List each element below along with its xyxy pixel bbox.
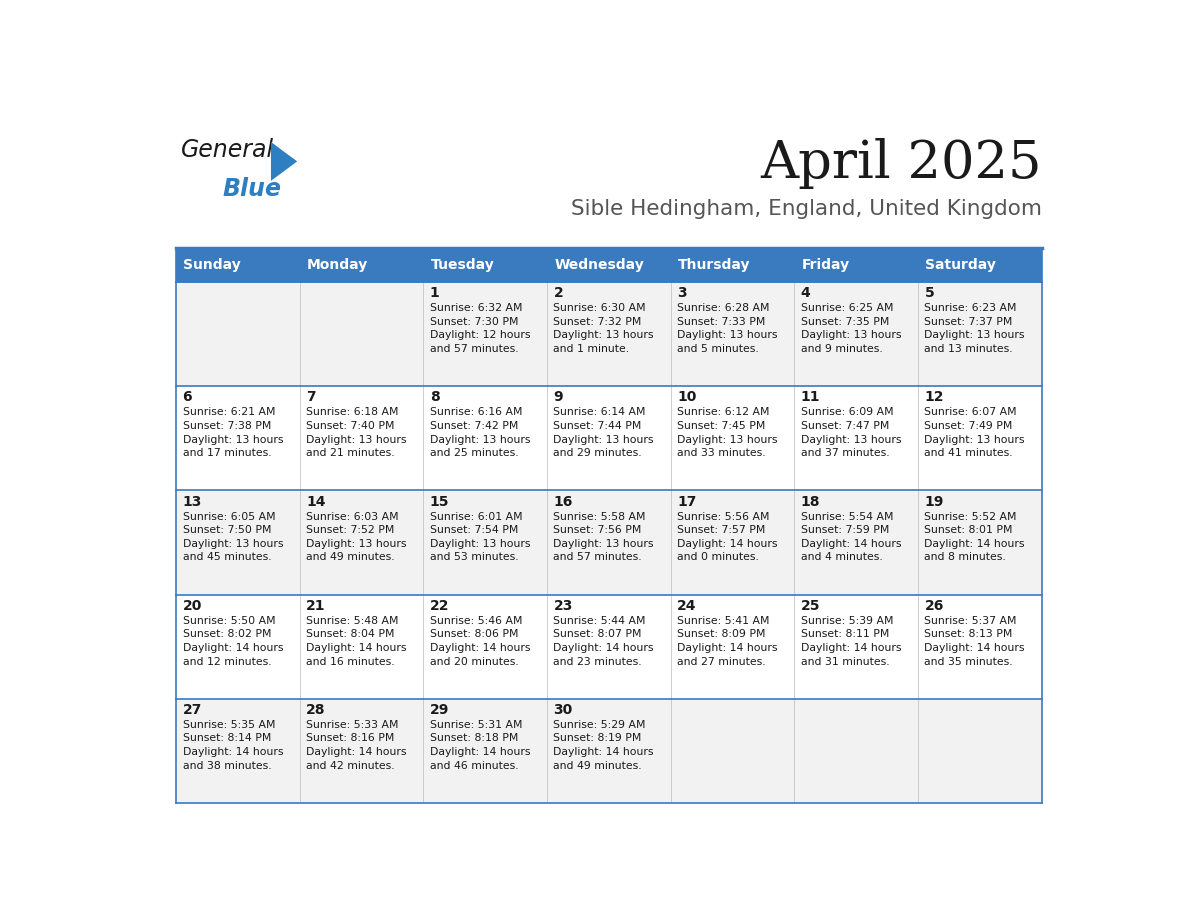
Text: 4: 4	[801, 286, 810, 300]
Text: 6: 6	[183, 390, 192, 404]
Text: 1: 1	[430, 286, 440, 300]
Text: Sunrise: 6:16 AM
Sunset: 7:42 PM
Daylight: 13 hours
and 25 minutes.: Sunrise: 6:16 AM Sunset: 7:42 PM Dayligh…	[430, 408, 530, 458]
Text: 11: 11	[801, 390, 820, 404]
Text: 14: 14	[307, 495, 326, 509]
Text: Sunrise: 5:54 AM
Sunset: 7:59 PM
Daylight: 14 hours
and 4 minutes.: Sunrise: 5:54 AM Sunset: 7:59 PM Dayligh…	[801, 511, 902, 563]
Text: 25: 25	[801, 599, 820, 612]
Text: 30: 30	[554, 703, 573, 717]
Bar	[795, 248, 918, 282]
Text: Sunrise: 6:28 AM
Sunset: 7:33 PM
Daylight: 13 hours
and 5 minutes.: Sunrise: 6:28 AM Sunset: 7:33 PM Dayligh…	[677, 303, 778, 354]
Text: Monday: Monday	[308, 258, 368, 272]
Bar	[546, 248, 671, 282]
Text: 12: 12	[924, 390, 944, 404]
Bar	[176, 282, 1042, 386]
Text: 15: 15	[430, 495, 449, 509]
Bar	[176, 595, 1042, 699]
Text: Thursday: Thursday	[678, 258, 751, 272]
Text: Sunrise: 6:03 AM
Sunset: 7:52 PM
Daylight: 13 hours
and 49 minutes.: Sunrise: 6:03 AM Sunset: 7:52 PM Dayligh…	[307, 511, 406, 563]
Text: Sunrise: 5:46 AM
Sunset: 8:06 PM
Daylight: 14 hours
and 20 minutes.: Sunrise: 5:46 AM Sunset: 8:06 PM Dayligh…	[430, 616, 530, 666]
Text: 3: 3	[677, 286, 687, 300]
Text: 24: 24	[677, 599, 696, 612]
Text: 29: 29	[430, 703, 449, 717]
Text: 18: 18	[801, 495, 820, 509]
Bar	[176, 386, 1042, 490]
Text: 8: 8	[430, 390, 440, 404]
Text: 26: 26	[924, 599, 943, 612]
Text: Sunrise: 6:12 AM
Sunset: 7:45 PM
Daylight: 13 hours
and 33 minutes.: Sunrise: 6:12 AM Sunset: 7:45 PM Dayligh…	[677, 408, 778, 458]
Text: 2: 2	[554, 286, 563, 300]
Text: 19: 19	[924, 495, 943, 509]
Text: Sible Hedingham, England, United Kingdom: Sible Hedingham, England, United Kingdom	[570, 198, 1042, 218]
Text: Sunrise: 6:23 AM
Sunset: 7:37 PM
Daylight: 13 hours
and 13 minutes.: Sunrise: 6:23 AM Sunset: 7:37 PM Dayligh…	[924, 303, 1025, 354]
Text: 5: 5	[924, 286, 934, 300]
Text: Sunrise: 5:35 AM
Sunset: 8:14 PM
Daylight: 14 hours
and 38 minutes.: Sunrise: 5:35 AM Sunset: 8:14 PM Dayligh…	[183, 720, 283, 771]
Bar	[918, 248, 1042, 282]
Text: Sunrise: 5:41 AM
Sunset: 8:09 PM
Daylight: 14 hours
and 27 minutes.: Sunrise: 5:41 AM Sunset: 8:09 PM Dayligh…	[677, 616, 778, 666]
Text: 16: 16	[554, 495, 573, 509]
Text: Sunrise: 6:21 AM
Sunset: 7:38 PM
Daylight: 13 hours
and 17 minutes.: Sunrise: 6:21 AM Sunset: 7:38 PM Dayligh…	[183, 408, 283, 458]
Text: 23: 23	[554, 599, 573, 612]
Text: 7: 7	[307, 390, 316, 404]
Text: Sunrise: 6:01 AM
Sunset: 7:54 PM
Daylight: 13 hours
and 53 minutes.: Sunrise: 6:01 AM Sunset: 7:54 PM Dayligh…	[430, 511, 530, 563]
Text: 22: 22	[430, 599, 449, 612]
Text: Wednesday: Wednesday	[555, 258, 644, 272]
Text: General: General	[181, 139, 274, 162]
Text: Sunrise: 6:09 AM
Sunset: 7:47 PM
Daylight: 13 hours
and 37 minutes.: Sunrise: 6:09 AM Sunset: 7:47 PM Dayligh…	[801, 408, 902, 458]
Text: Sunrise: 6:25 AM
Sunset: 7:35 PM
Daylight: 13 hours
and 9 minutes.: Sunrise: 6:25 AM Sunset: 7:35 PM Dayligh…	[801, 303, 902, 354]
Bar	[176, 248, 299, 282]
Text: Sunrise: 5:33 AM
Sunset: 8:16 PM
Daylight: 14 hours
and 42 minutes.: Sunrise: 5:33 AM Sunset: 8:16 PM Dayligh…	[307, 720, 406, 771]
Text: 21: 21	[307, 599, 326, 612]
Text: Sunrise: 6:07 AM
Sunset: 7:49 PM
Daylight: 13 hours
and 41 minutes.: Sunrise: 6:07 AM Sunset: 7:49 PM Dayligh…	[924, 408, 1025, 458]
Text: 13: 13	[183, 495, 202, 509]
Text: Sunrise: 5:31 AM
Sunset: 8:18 PM
Daylight: 14 hours
and 46 minutes.: Sunrise: 5:31 AM Sunset: 8:18 PM Dayligh…	[430, 720, 530, 771]
Text: Sunday: Sunday	[183, 258, 241, 272]
Text: Sunrise: 6:30 AM
Sunset: 7:32 PM
Daylight: 13 hours
and 1 minute.: Sunrise: 6:30 AM Sunset: 7:32 PM Dayligh…	[554, 303, 653, 354]
Text: Friday: Friday	[802, 258, 849, 272]
Text: 27: 27	[183, 703, 202, 717]
Text: 9: 9	[554, 390, 563, 404]
Text: Sunrise: 5:58 AM
Sunset: 7:56 PM
Daylight: 13 hours
and 57 minutes.: Sunrise: 5:58 AM Sunset: 7:56 PM Dayligh…	[554, 511, 653, 563]
Text: Tuesday: Tuesday	[431, 258, 494, 272]
Text: Sunrise: 5:50 AM
Sunset: 8:02 PM
Daylight: 14 hours
and 12 minutes.: Sunrise: 5:50 AM Sunset: 8:02 PM Dayligh…	[183, 616, 283, 666]
Text: Sunrise: 5:39 AM
Sunset: 8:11 PM
Daylight: 14 hours
and 31 minutes.: Sunrise: 5:39 AM Sunset: 8:11 PM Dayligh…	[801, 616, 902, 666]
Text: Sunrise: 6:18 AM
Sunset: 7:40 PM
Daylight: 13 hours
and 21 minutes.: Sunrise: 6:18 AM Sunset: 7:40 PM Dayligh…	[307, 408, 406, 458]
Bar	[423, 248, 546, 282]
Bar	[671, 248, 795, 282]
Text: 20: 20	[183, 599, 202, 612]
Text: Sunrise: 5:37 AM
Sunset: 8:13 PM
Daylight: 14 hours
and 35 minutes.: Sunrise: 5:37 AM Sunset: 8:13 PM Dayligh…	[924, 616, 1025, 666]
Text: April 2025: April 2025	[760, 139, 1042, 189]
Text: Sunrise: 6:32 AM
Sunset: 7:30 PM
Daylight: 12 hours
and 57 minutes.: Sunrise: 6:32 AM Sunset: 7:30 PM Dayligh…	[430, 303, 530, 354]
Text: Saturday: Saturday	[925, 258, 997, 272]
Bar	[176, 699, 1042, 803]
Text: 10: 10	[677, 390, 696, 404]
Text: Sunrise: 5:29 AM
Sunset: 8:19 PM
Daylight: 14 hours
and 49 minutes.: Sunrise: 5:29 AM Sunset: 8:19 PM Dayligh…	[554, 720, 653, 771]
Text: 28: 28	[307, 703, 326, 717]
Text: Sunrise: 5:52 AM
Sunset: 8:01 PM
Daylight: 14 hours
and 8 minutes.: Sunrise: 5:52 AM Sunset: 8:01 PM Dayligh…	[924, 511, 1025, 563]
Text: Sunrise: 5:44 AM
Sunset: 8:07 PM
Daylight: 14 hours
and 23 minutes.: Sunrise: 5:44 AM Sunset: 8:07 PM Dayligh…	[554, 616, 653, 666]
Text: Blue: Blue	[222, 177, 282, 201]
Text: 17: 17	[677, 495, 696, 509]
Text: Sunrise: 5:48 AM
Sunset: 8:04 PM
Daylight: 14 hours
and 16 minutes.: Sunrise: 5:48 AM Sunset: 8:04 PM Dayligh…	[307, 616, 406, 666]
Polygon shape	[271, 142, 297, 181]
Text: Sunrise: 6:05 AM
Sunset: 7:50 PM
Daylight: 13 hours
and 45 minutes.: Sunrise: 6:05 AM Sunset: 7:50 PM Dayligh…	[183, 511, 283, 563]
Bar	[299, 248, 423, 282]
Bar	[176, 490, 1042, 595]
Text: Sunrise: 5:56 AM
Sunset: 7:57 PM
Daylight: 14 hours
and 0 minutes.: Sunrise: 5:56 AM Sunset: 7:57 PM Dayligh…	[677, 511, 778, 563]
Text: Sunrise: 6:14 AM
Sunset: 7:44 PM
Daylight: 13 hours
and 29 minutes.: Sunrise: 6:14 AM Sunset: 7:44 PM Dayligh…	[554, 408, 653, 458]
